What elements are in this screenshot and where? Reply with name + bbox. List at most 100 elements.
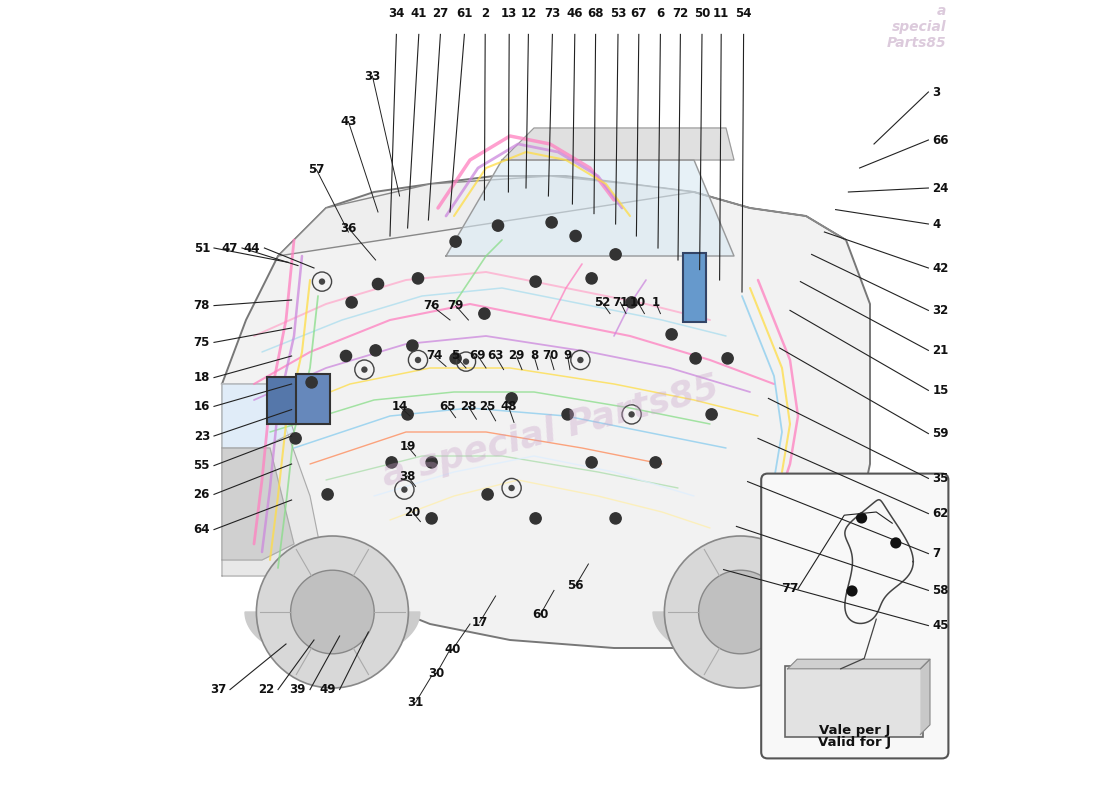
Circle shape bbox=[340, 350, 352, 362]
Text: 35: 35 bbox=[933, 472, 949, 485]
Text: 7: 7 bbox=[933, 547, 940, 560]
FancyBboxPatch shape bbox=[785, 666, 923, 737]
Text: 26: 26 bbox=[194, 488, 210, 501]
Text: 11: 11 bbox=[713, 7, 729, 20]
Text: 65: 65 bbox=[439, 400, 455, 413]
Circle shape bbox=[450, 236, 461, 247]
Circle shape bbox=[856, 512, 867, 523]
Text: 9: 9 bbox=[563, 350, 572, 362]
Text: 6: 6 bbox=[657, 7, 664, 20]
Text: 23: 23 bbox=[194, 430, 210, 442]
Circle shape bbox=[319, 278, 326, 285]
Circle shape bbox=[426, 513, 437, 524]
Polygon shape bbox=[502, 128, 734, 160]
FancyBboxPatch shape bbox=[761, 474, 948, 758]
Polygon shape bbox=[222, 176, 870, 648]
Circle shape bbox=[407, 340, 418, 351]
Circle shape bbox=[610, 513, 621, 524]
Text: 42: 42 bbox=[933, 262, 949, 274]
Text: 53: 53 bbox=[609, 7, 626, 20]
Text: 43: 43 bbox=[340, 115, 356, 128]
Text: 3: 3 bbox=[933, 86, 940, 98]
Circle shape bbox=[706, 409, 717, 420]
Circle shape bbox=[890, 538, 901, 549]
Circle shape bbox=[373, 278, 384, 290]
Circle shape bbox=[482, 489, 493, 500]
Text: 66: 66 bbox=[933, 134, 949, 146]
Text: a special Parts85: a special Parts85 bbox=[377, 370, 723, 494]
Circle shape bbox=[386, 457, 397, 468]
Text: 2: 2 bbox=[481, 7, 490, 20]
Text: 77: 77 bbox=[781, 582, 799, 595]
Text: a
special
Parts85: a special Parts85 bbox=[887, 4, 946, 50]
Text: 25: 25 bbox=[480, 400, 496, 413]
Circle shape bbox=[846, 586, 858, 597]
Circle shape bbox=[361, 366, 367, 373]
Circle shape bbox=[626, 297, 637, 308]
Circle shape bbox=[493, 220, 504, 231]
Circle shape bbox=[463, 358, 470, 365]
Text: 46: 46 bbox=[566, 7, 583, 20]
Text: 39: 39 bbox=[289, 683, 306, 696]
Circle shape bbox=[530, 276, 541, 287]
Text: 61: 61 bbox=[456, 7, 473, 20]
Circle shape bbox=[370, 345, 382, 356]
Text: 28: 28 bbox=[460, 400, 476, 413]
Circle shape bbox=[562, 409, 573, 420]
Circle shape bbox=[290, 433, 301, 444]
Circle shape bbox=[586, 457, 597, 468]
Text: 21: 21 bbox=[933, 344, 948, 357]
Text: Vale per J: Vale per J bbox=[820, 724, 891, 737]
Circle shape bbox=[426, 457, 437, 468]
Text: 48: 48 bbox=[500, 400, 517, 413]
Text: 74: 74 bbox=[426, 350, 442, 362]
Text: 58: 58 bbox=[933, 584, 949, 597]
Text: 17: 17 bbox=[472, 616, 487, 629]
Text: 67: 67 bbox=[630, 7, 647, 20]
Text: 69: 69 bbox=[470, 350, 486, 362]
Text: 60: 60 bbox=[532, 608, 549, 621]
Text: 19: 19 bbox=[399, 440, 416, 453]
Circle shape bbox=[256, 536, 408, 688]
Text: 13: 13 bbox=[502, 7, 517, 20]
Circle shape bbox=[508, 485, 515, 491]
Circle shape bbox=[586, 273, 597, 284]
Text: 34: 34 bbox=[388, 7, 405, 20]
Text: 22: 22 bbox=[257, 683, 274, 696]
Text: 27: 27 bbox=[432, 7, 449, 20]
FancyBboxPatch shape bbox=[683, 253, 706, 322]
Text: 1: 1 bbox=[651, 296, 660, 309]
Text: 62: 62 bbox=[933, 507, 949, 520]
Text: 16: 16 bbox=[194, 400, 210, 413]
Text: 57: 57 bbox=[308, 163, 324, 176]
Circle shape bbox=[698, 570, 782, 654]
Polygon shape bbox=[222, 384, 326, 576]
Text: 64: 64 bbox=[194, 523, 210, 536]
FancyBboxPatch shape bbox=[296, 374, 330, 424]
Circle shape bbox=[478, 308, 490, 319]
Text: 29: 29 bbox=[508, 350, 525, 362]
Text: 59: 59 bbox=[933, 427, 949, 440]
Text: 18: 18 bbox=[194, 371, 210, 384]
Text: 47: 47 bbox=[221, 242, 238, 254]
Circle shape bbox=[722, 353, 734, 364]
Polygon shape bbox=[446, 160, 734, 256]
Circle shape bbox=[306, 377, 317, 388]
Text: 79: 79 bbox=[448, 299, 464, 312]
Text: 36: 36 bbox=[340, 222, 356, 234]
Text: 12: 12 bbox=[520, 7, 537, 20]
Polygon shape bbox=[921, 659, 929, 734]
Text: 78: 78 bbox=[194, 299, 210, 312]
Circle shape bbox=[402, 409, 414, 420]
Polygon shape bbox=[278, 176, 846, 256]
Text: 70: 70 bbox=[542, 350, 558, 362]
Text: 52: 52 bbox=[594, 296, 610, 309]
Text: 63: 63 bbox=[487, 350, 504, 362]
Text: 30: 30 bbox=[428, 667, 444, 680]
Text: 54: 54 bbox=[735, 7, 752, 20]
Text: 31: 31 bbox=[407, 696, 424, 709]
Text: 40: 40 bbox=[444, 643, 461, 656]
Text: 20: 20 bbox=[405, 506, 420, 518]
Text: 41: 41 bbox=[410, 7, 427, 20]
Circle shape bbox=[546, 217, 558, 228]
